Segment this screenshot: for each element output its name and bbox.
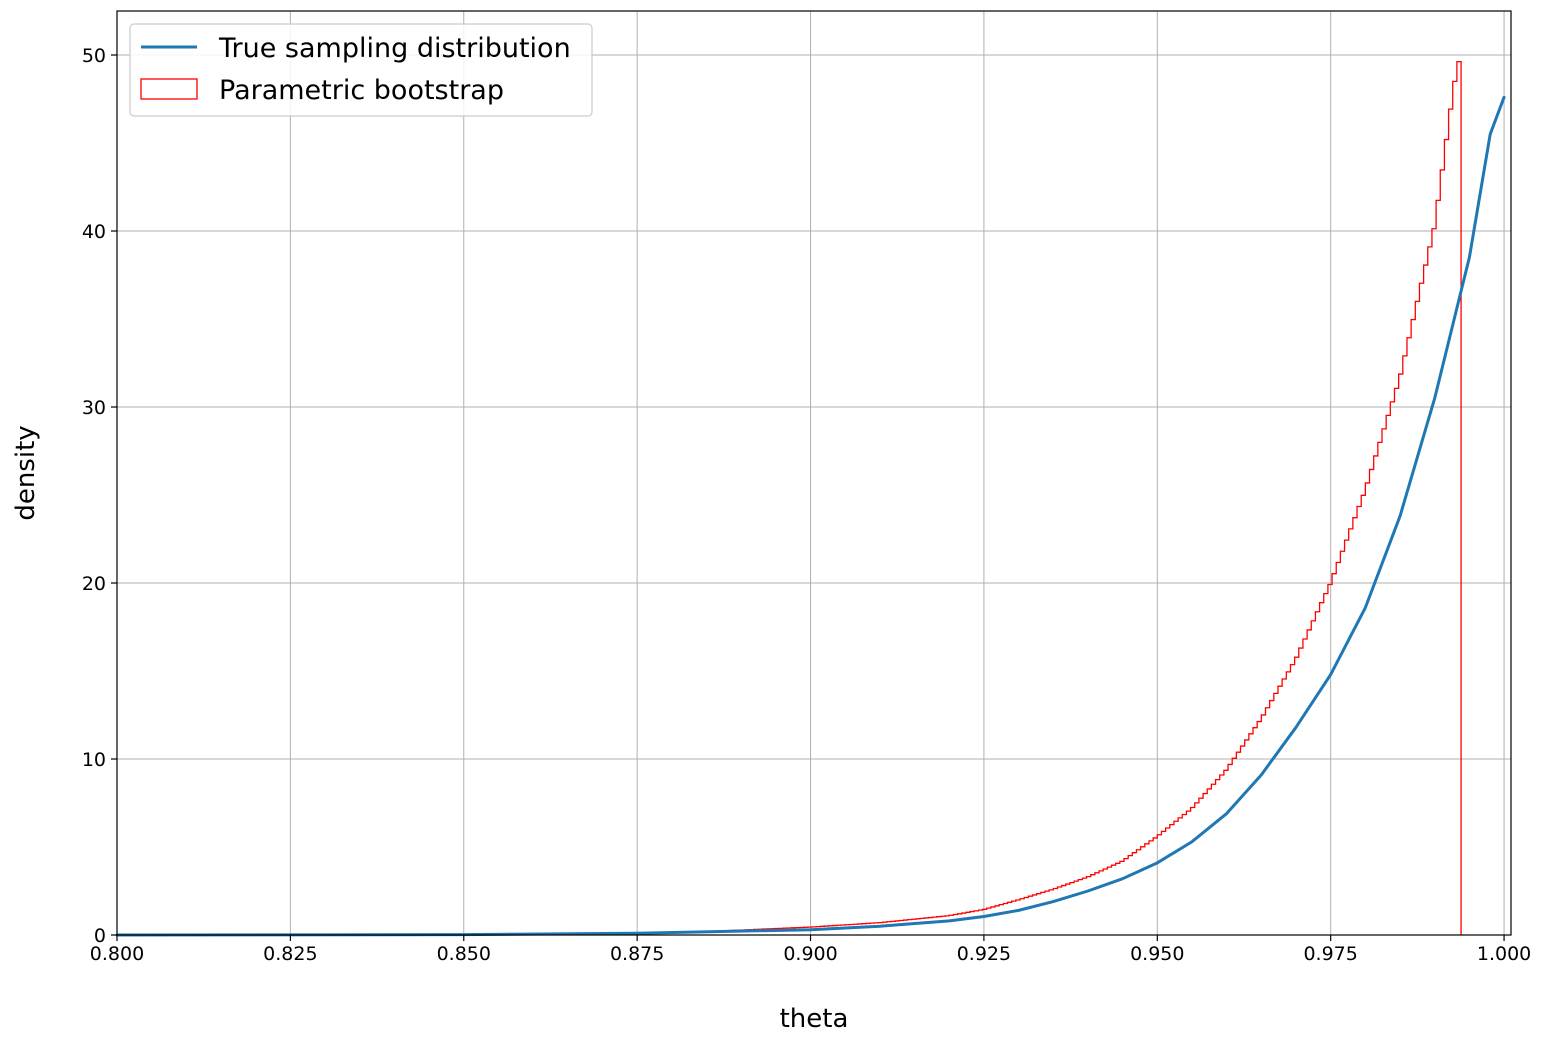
grid bbox=[116, 11, 1511, 936]
x-tick-label: 1.000 bbox=[1477, 943, 1531, 965]
y-tick-label: 30 bbox=[82, 397, 106, 419]
legend-label: Parametric bootstrap bbox=[219, 75, 504, 106]
legend-box bbox=[129, 23, 593, 117]
bootstrap-histogram bbox=[117, 60, 1462, 936]
true-distribution-line bbox=[115, 95, 1506, 937]
x-tick-label: 0.925 bbox=[957, 943, 1011, 965]
x-axis-label: theta bbox=[780, 1004, 849, 1034]
x-tick-label: 0.875 bbox=[610, 943, 664, 965]
y-tick-label: 40 bbox=[82, 221, 106, 243]
y-tick-label: 0 bbox=[94, 925, 106, 947]
x-tick-label: 0.800 bbox=[90, 943, 144, 965]
x-tick-label: 0.825 bbox=[263, 943, 317, 965]
x-tick-label: 0.900 bbox=[783, 943, 837, 965]
x-tick-label: 0.975 bbox=[1303, 943, 1357, 965]
ticks: 0.800 0.825 0.850 0.875 0.900 0.925 0.950 0.975… bbox=[82, 45, 1531, 965]
y-tick-label: 50 bbox=[82, 45, 106, 67]
x-tick-label: 0.950 bbox=[1130, 943, 1184, 965]
x-tick-label: 0.850 bbox=[437, 943, 491, 965]
legend: True sampling distribution Parametric bo… bbox=[129, 23, 593, 117]
y-tick-label: 10 bbox=[82, 749, 106, 771]
legend-swatch-patch bbox=[140, 78, 198, 100]
legend-label: True sampling distribution bbox=[218, 33, 571, 64]
y-axis-label: density bbox=[11, 425, 41, 520]
y-tick-label: 20 bbox=[82, 573, 106, 595]
plot-frame bbox=[116, 10, 1512, 936]
